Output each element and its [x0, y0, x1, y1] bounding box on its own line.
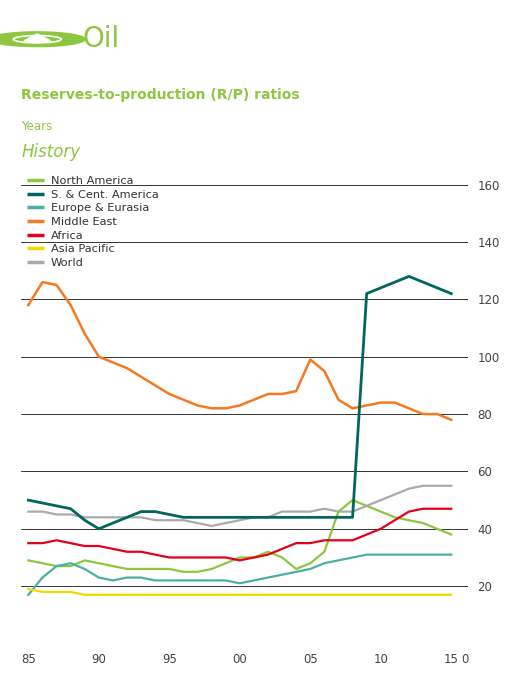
- Text: Years: Years: [21, 120, 53, 133]
- Polygon shape: [0, 32, 85, 46]
- Text: Reserves-to-production (R/P) ratios: Reserves-to-production (R/P) ratios: [21, 89, 300, 102]
- Legend: North America, S. & Cent. America, Europe & Eurasia, Middle East, Africa, Asia P: North America, S. & Cent. America, Europ…: [27, 176, 159, 268]
- Text: Oil: Oil: [82, 25, 120, 53]
- Polygon shape: [24, 34, 51, 42]
- Text: History: History: [21, 142, 80, 161]
